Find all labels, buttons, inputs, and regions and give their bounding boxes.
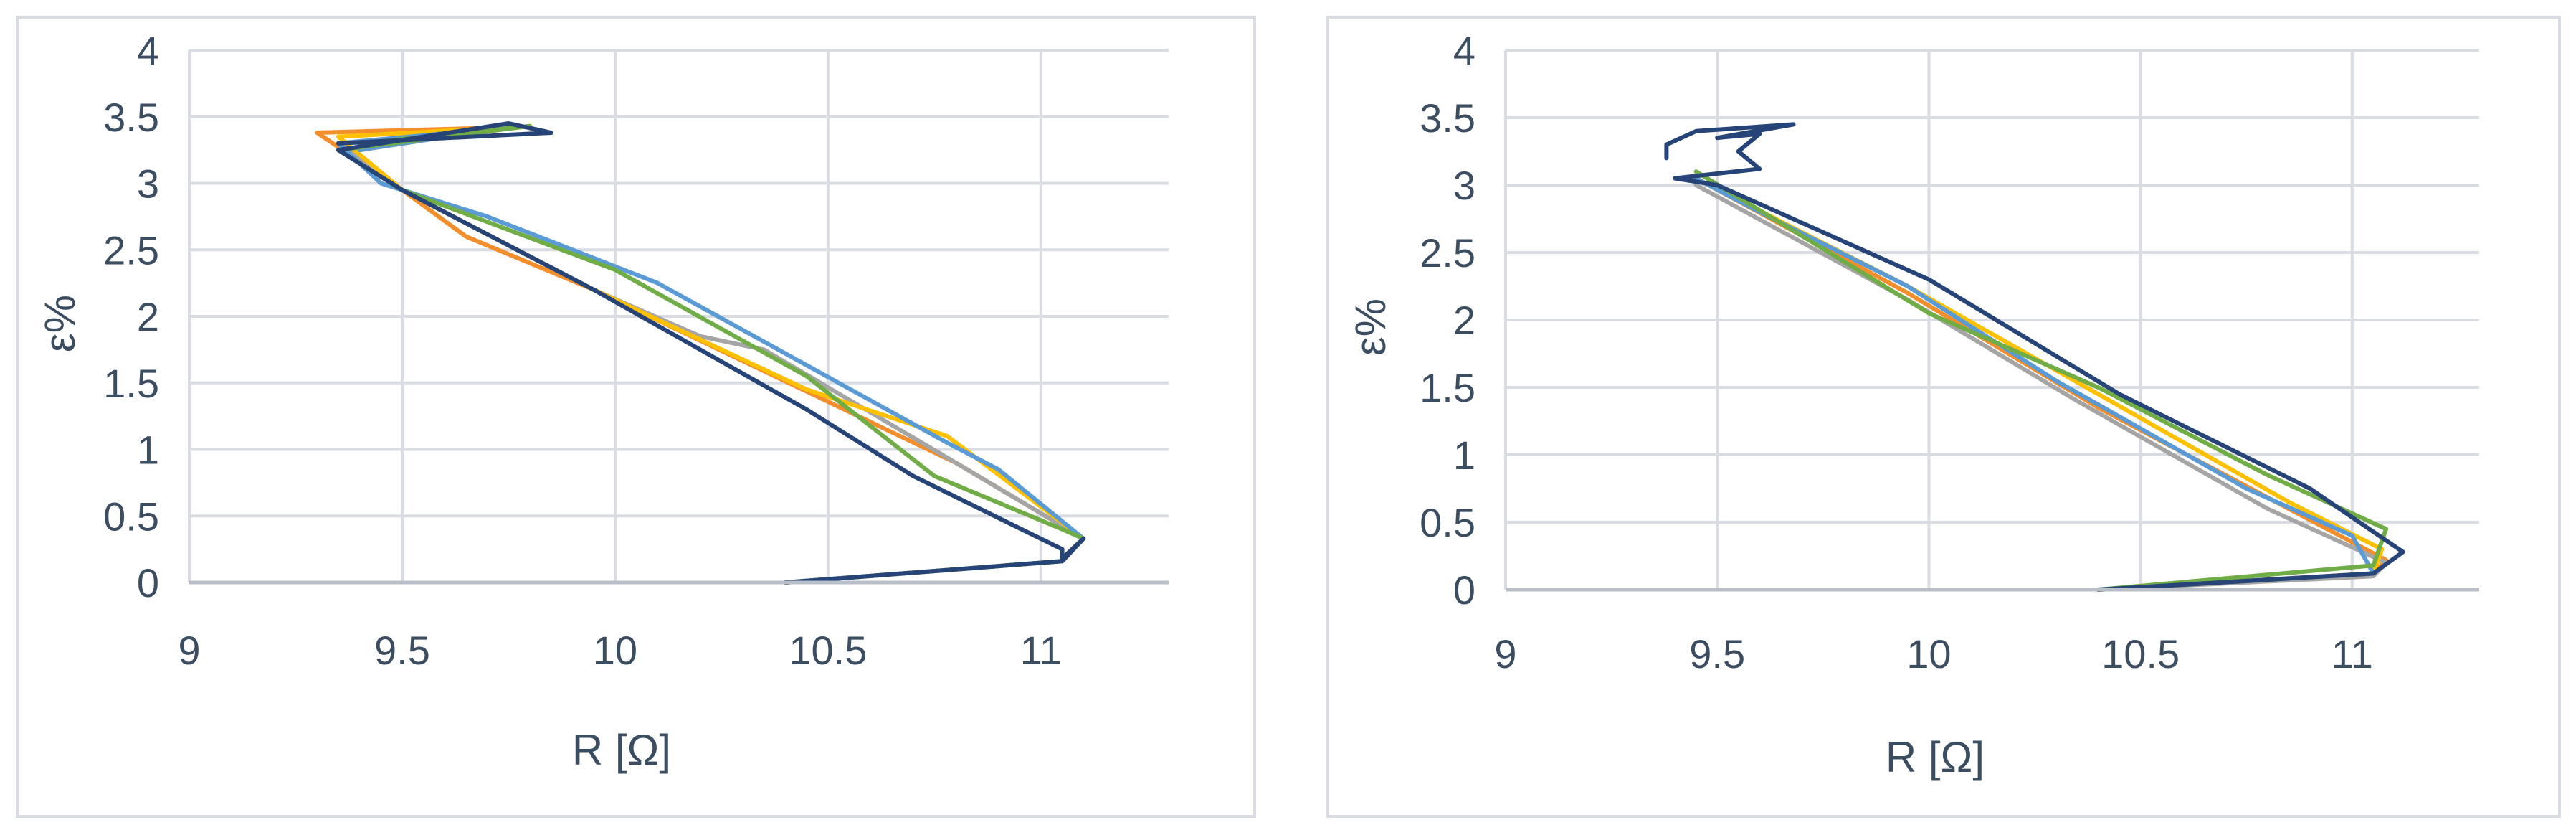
x-tick-label: 9.5: [1689, 631, 1745, 676]
x-tick-label: 11: [1020, 628, 1062, 673]
y-tick-label: 0: [137, 560, 159, 605]
series-line-4: [1693, 169, 2389, 592]
y-tick-label: 0.5: [1420, 500, 1475, 545]
x-tick-label: 10: [593, 628, 637, 673]
y-tick-label: 1.5: [1420, 365, 1475, 410]
y-tick-label: 1: [1453, 433, 1475, 478]
x-tick-label: 10.5: [2101, 631, 2180, 676]
y-tick-label: 0.5: [103, 494, 159, 539]
series-line-0: [315, 125, 1086, 585]
y-tick-label: 1.5: [103, 361, 159, 406]
y-tick-label: 4: [1453, 28, 1475, 73]
chart-panel-right: 0 0.5 1 1.5 2 2.5 3 3.5 4 9 9.5 10 10.5 11 R [Ω] ε%: [1326, 16, 2561, 818]
y-tick-label: 2: [1453, 298, 1475, 343]
y-axis-title: ε%: [1346, 298, 1394, 356]
x-tick-label: 9.5: [374, 628, 430, 673]
y-tick-label: 0: [1453, 567, 1475, 613]
y-tick-label: 2.5: [1420, 230, 1475, 275]
y-tick-label: 2: [137, 294, 159, 339]
y-tick-label: 1: [137, 428, 159, 473]
y-tick-label: 4: [137, 28, 159, 73]
y-tick-label: 3.5: [1420, 95, 1475, 141]
chart-left: 0 0.5 1 1.5 2 2.5 3 3.5 4 9 9.5 10 10.5 11 R [Ω] ε%: [36, 28, 1169, 774]
series-line-5: [1664, 122, 2405, 592]
x-tick-label: 11: [2332, 631, 2373, 676]
y-tick-label: 3: [1453, 163, 1475, 208]
y-axis-title: ε%: [36, 295, 84, 352]
x-axis-title: R [Ω]: [572, 726, 671, 774]
x-tick-label: 10.5: [789, 628, 867, 673]
chart-right: 0 0.5 1 1.5 2 2.5 3 3.5 4 9 9.5 10 10.5 11 R [Ω] ε%: [1346, 28, 2479, 781]
series-line-5: [336, 121, 1086, 585]
x-tick-label: 9: [178, 628, 200, 673]
y-tick-label: 2.5: [103, 227, 159, 273]
x-tick-label: 9: [1494, 631, 1516, 676]
x-tick-label: 10: [1906, 631, 1951, 676]
y-tick-label: 3.5: [103, 95, 159, 140]
y-tick-label: 3: [137, 161, 159, 207]
chart-panel-left: 0 0.5 1 1.5 2 2.5 3 3.5 4 9 9.5 10 10.5 11 R [Ω] ε%: [16, 16, 1256, 818]
x-axis-title: R [Ω]: [1886, 733, 1985, 781]
